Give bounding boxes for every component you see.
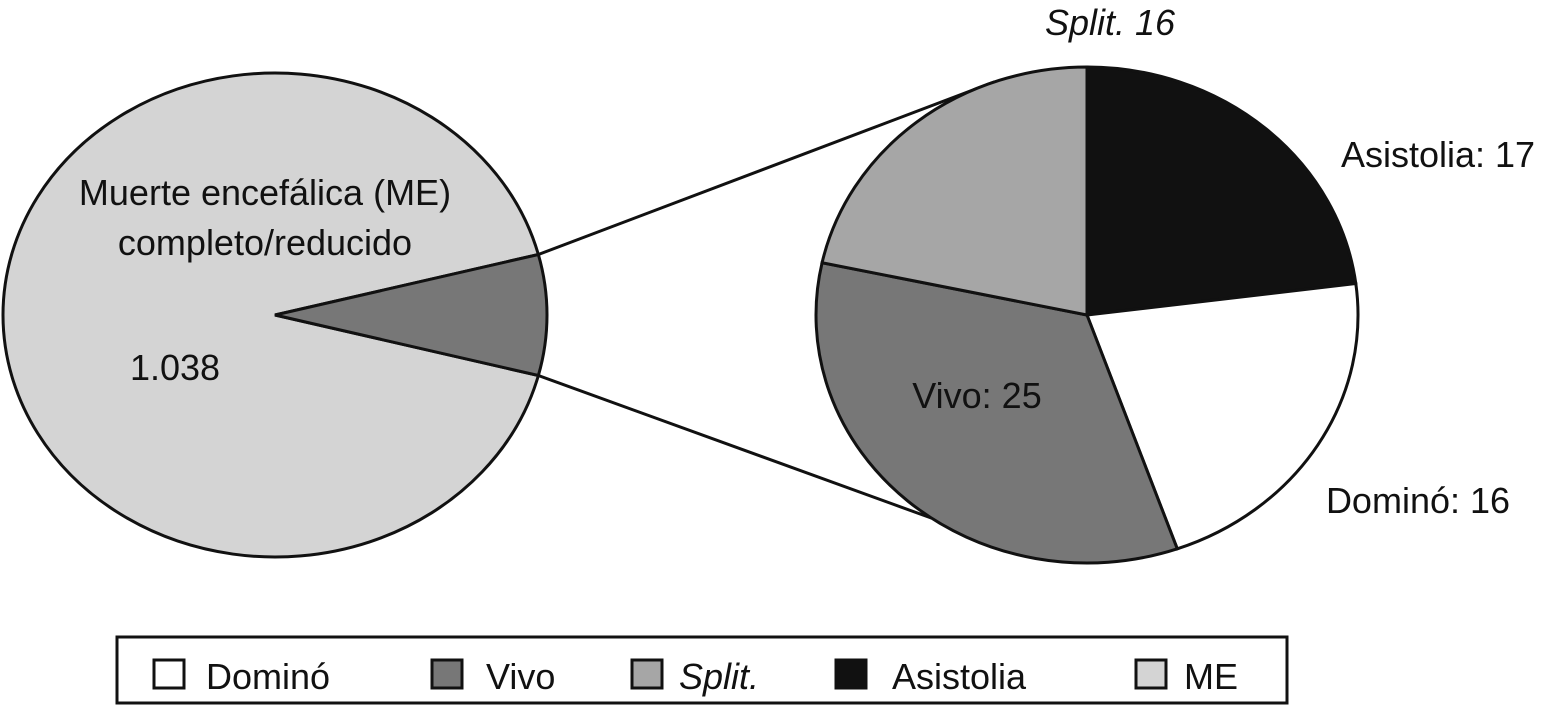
legend-swatch-vivo	[430, 658, 464, 690]
detail-label-domino: Dominó: 16	[1326, 480, 1510, 521]
detail-pie	[814, 65, 1360, 565]
detail-slice-asistolia	[1085, 65, 1358, 317]
detail-slice-split	[820, 65, 1089, 317]
legend-label-me: ME	[1184, 656, 1238, 697]
connector-bottom	[537, 374, 933, 520]
main-slice-me	[1, 71, 541, 559]
detail-label-split: Split. 16	[1045, 2, 1176, 43]
legend-swatch-asistolia	[834, 658, 868, 690]
legend-frame	[115, 635, 1289, 705]
detail-slice-domino	[1084, 281, 1360, 551]
legend-label-vivo: Vivo	[486, 656, 555, 697]
main-slice-label: Muerte encefálica (ME)	[79, 172, 451, 213]
legend-label-asistolia: Asistolia	[892, 656, 1027, 697]
legend: Dominó Vivo Split. Asistolia ME	[115, 635, 1289, 705]
legend-label-split: Split.	[679, 656, 759, 697]
main-slice-sublabel: completo/reducido	[118, 222, 412, 263]
connector-top	[537, 80, 995, 256]
legend-swatch-me	[1134, 658, 1168, 690]
main-slice-value-label: 1.038	[130, 347, 220, 388]
main-slice-rest	[274, 252, 549, 378]
detail-label-asistolia: Asistolia: 17	[1341, 134, 1535, 175]
connector-lines	[537, 80, 995, 520]
legend-swatch-split	[630, 658, 664, 690]
main-pie	[1, 71, 549, 559]
detail-label-vivo: Vivo: 25	[912, 375, 1041, 416]
legend-swatch-domino	[152, 658, 186, 690]
detail-slice-vivo	[814, 261, 1180, 565]
legend-label-domino: Dominó	[206, 656, 330, 697]
